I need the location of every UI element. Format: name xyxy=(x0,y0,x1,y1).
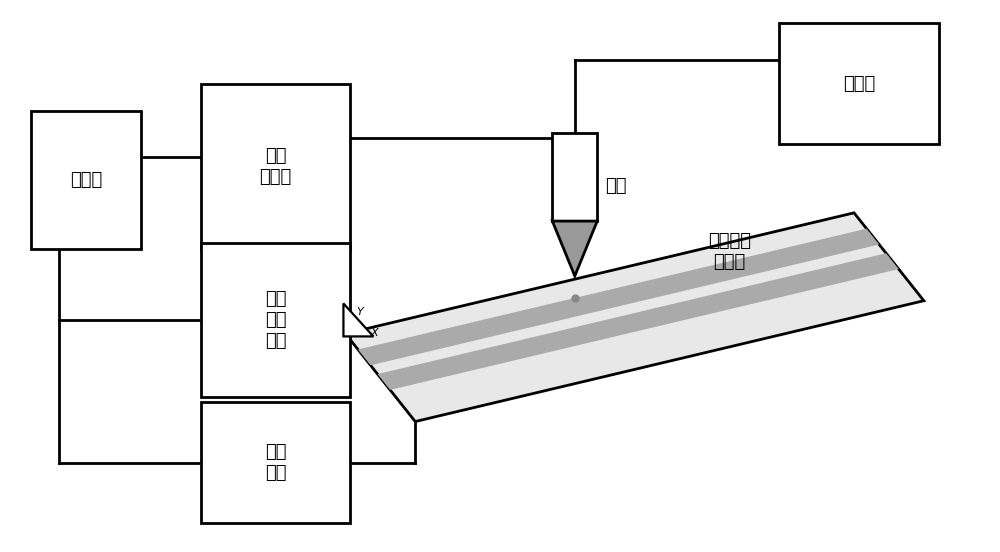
Polygon shape xyxy=(378,253,899,390)
Polygon shape xyxy=(345,213,924,422)
Text: 计算机: 计算机 xyxy=(70,171,102,189)
Text: 信号
发生器: 信号 发生器 xyxy=(260,147,292,185)
Polygon shape xyxy=(358,229,879,365)
Bar xyxy=(552,133,597,221)
Bar xyxy=(31,112,141,248)
Text: X: X xyxy=(370,327,378,338)
Polygon shape xyxy=(343,304,373,336)
Bar xyxy=(201,243,350,397)
Bar xyxy=(201,84,350,248)
Text: 基底
温控: 基底 温控 xyxy=(265,443,286,482)
Bar xyxy=(201,402,350,523)
Bar xyxy=(779,23,939,144)
Text: 基底
位移
控制: 基底 位移 控制 xyxy=(265,290,286,350)
Text: 储墨瓶: 储墨瓶 xyxy=(843,75,875,93)
Text: 三维移动
承片台: 三维移动 承片台 xyxy=(708,232,751,270)
Polygon shape xyxy=(552,221,597,276)
Text: Y: Y xyxy=(356,307,363,317)
Text: 喷头: 喷头 xyxy=(605,177,627,195)
